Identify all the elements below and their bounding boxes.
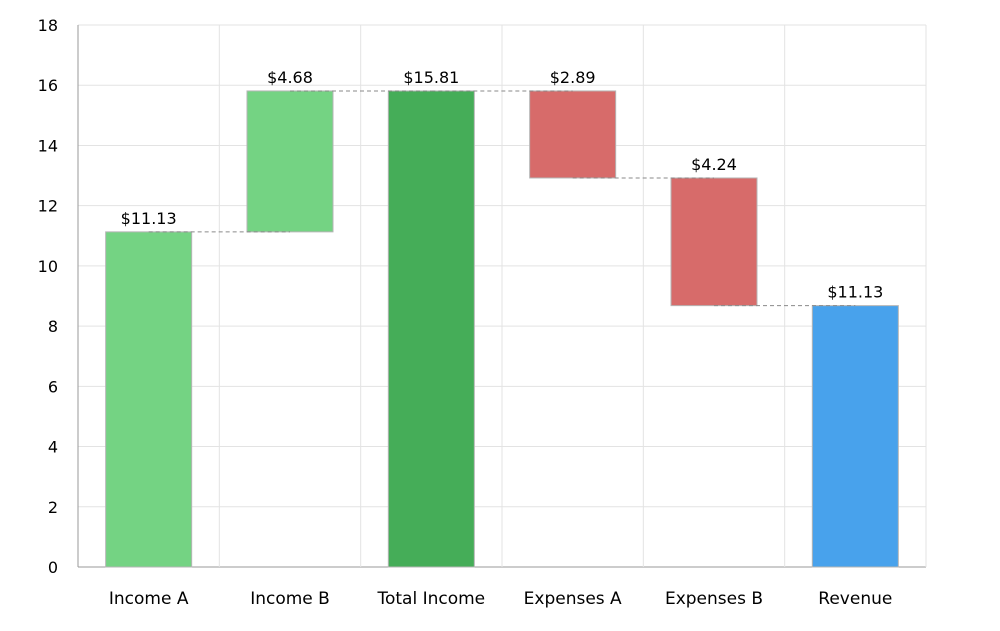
data-label: $4.68: [267, 68, 313, 87]
bars: [105, 90, 899, 568]
y-tick-label: 6: [48, 377, 58, 396]
y-tick-label: 12: [38, 197, 58, 216]
labels: 0 2 4 6 8 10 12 14 16 18 $11.13 Income A $4.68 Income…: [38, 16, 893, 609]
x-tick-label: Income A: [109, 589, 189, 609]
grid-lines: [77, 24, 927, 568]
bar-total-income: [387, 90, 475, 568]
y-tick-label: 4: [48, 438, 58, 457]
y-tick-label: 10: [38, 257, 58, 276]
data-label: $4.24: [691, 155, 737, 174]
y-tick-label: 18: [38, 16, 58, 35]
bar-income-b: [246, 90, 334, 233]
y-tick-label: 8: [48, 317, 58, 336]
y-tick-label: 14: [38, 136, 58, 155]
y-tick-label: 16: [38, 76, 58, 95]
x-tick-label: Expenses B: [665, 589, 763, 609]
connectors: [148, 90, 856, 307]
bar-expenses-b: [670, 177, 758, 307]
bar-revenue: [811, 305, 899, 568]
x-tick-label: Expenses A: [524, 589, 622, 609]
data-label: $11.13: [121, 209, 177, 228]
x-tick-label: Revenue: [818, 589, 892, 609]
data-label: $2.89: [550, 68, 596, 87]
bar-income-a: [105, 231, 193, 568]
x-tick-label: Total Income: [376, 589, 485, 609]
bar-expenses-a: [529, 90, 617, 179]
y-tick-label: 0: [48, 558, 58, 577]
x-tick-label: Income B: [250, 589, 330, 609]
y-tick-label: 2: [48, 498, 58, 517]
data-label: $15.81: [403, 68, 459, 87]
data-label: $11.13: [827, 283, 883, 302]
